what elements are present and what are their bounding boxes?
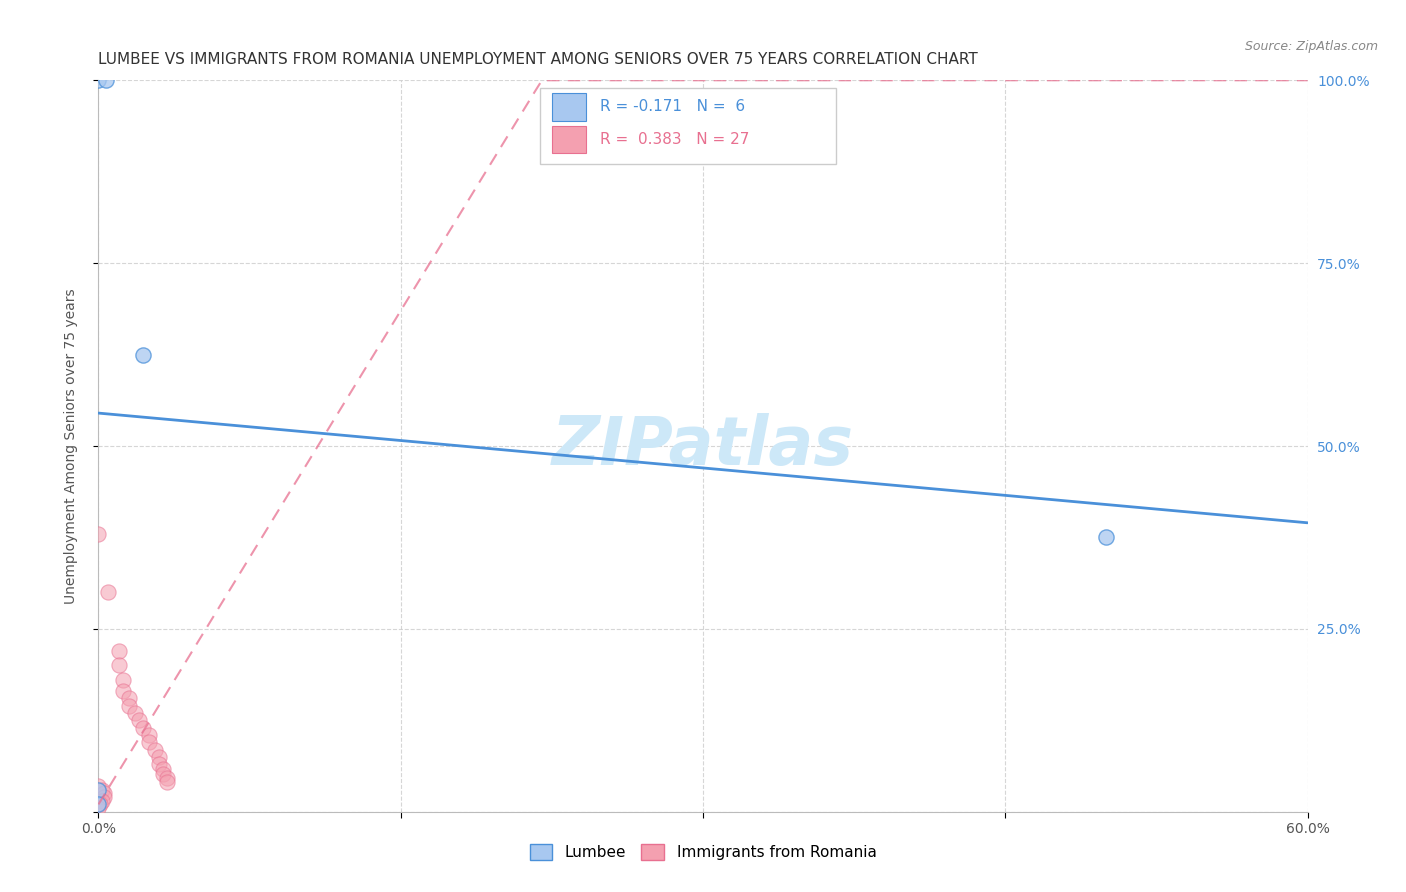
Point: [87, 779, 110, 793]
Point: [152, 766, 174, 780]
FancyBboxPatch shape: [540, 87, 837, 164]
Point: [107, 658, 129, 673]
Text: Source: ZipAtlas.com: Source: ZipAtlas.com: [1244, 40, 1378, 54]
Point: [132, 721, 155, 735]
Point: [132, 347, 155, 362]
Point: [138, 735, 160, 749]
Point: [111, 673, 134, 687]
Text: LUMBEE VS IMMIGRANTS FROM ROMANIA UNEMPLOYMENT AMONG SENIORS OVER 75 YEARS CORRE: LUMBEE VS IMMIGRANTS FROM ROMANIA UNEMPL…: [98, 52, 979, 67]
Bar: [551, 126, 586, 153]
Point: [96, 73, 118, 87]
Point: [143, 742, 166, 756]
Point: [91, 794, 114, 808]
Point: [87, 73, 110, 87]
Point: [87, 782, 110, 797]
Point: [97, 585, 120, 599]
Point: [128, 714, 150, 728]
Text: R =  0.383   N = 27: R = 0.383 N = 27: [600, 132, 749, 147]
Point: [156, 775, 179, 789]
Text: R = -0.171   N =  6: R = -0.171 N = 6: [600, 99, 745, 114]
Point: [107, 644, 129, 658]
Point: [87, 801, 110, 815]
Point: [148, 757, 170, 772]
Point: [152, 762, 174, 776]
Bar: [551, 93, 586, 120]
Point: [118, 698, 141, 713]
Point: [93, 790, 115, 805]
Point: [111, 684, 134, 698]
Point: [87, 526, 110, 541]
Point: [138, 728, 160, 742]
Point: [93, 787, 115, 801]
Y-axis label: Unemployment Among Seniors over 75 years: Unemployment Among Seniors over 75 years: [63, 288, 77, 604]
Point: [1095, 530, 1118, 544]
Point: [118, 691, 141, 706]
Text: ZIPatlas: ZIPatlas: [553, 413, 853, 479]
Point: [148, 749, 170, 764]
Point: [91, 782, 114, 797]
Point: [124, 706, 146, 720]
Point: [87, 797, 110, 812]
Point: [89, 797, 111, 812]
Point: [156, 771, 179, 785]
Legend: Lumbee, Immigrants from Romania: Lumbee, Immigrants from Romania: [523, 838, 883, 866]
